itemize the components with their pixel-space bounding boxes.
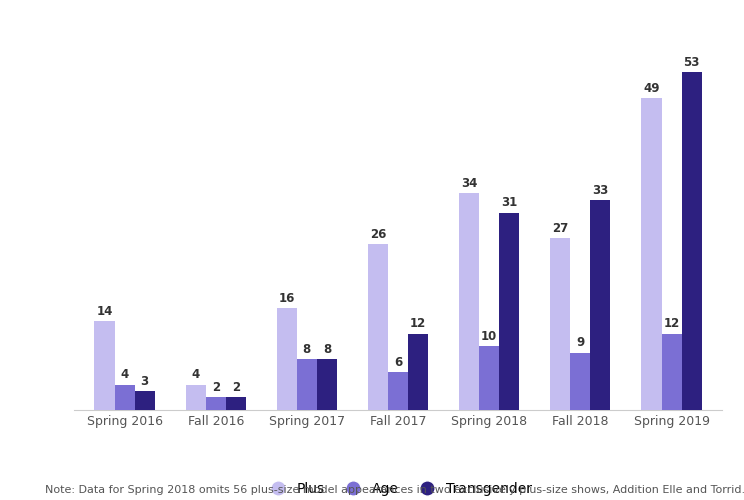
Text: 14: 14 — [96, 304, 112, 318]
Bar — [571, 352, 591, 410]
Bar — [317, 359, 337, 410]
Bar — [408, 334, 428, 410]
Bar — [682, 72, 702, 410]
Bar — [641, 98, 661, 410]
Bar — [479, 346, 499, 410]
Bar — [94, 321, 115, 410]
Text: 9: 9 — [577, 336, 585, 349]
Legend: Plus, Age, Transgender: Plus, Age, Transgender — [258, 476, 538, 500]
Bar — [661, 334, 682, 410]
Text: 33: 33 — [592, 184, 609, 196]
Text: 2: 2 — [211, 381, 219, 394]
Bar — [185, 384, 205, 410]
Bar — [115, 384, 135, 410]
Text: 4: 4 — [121, 368, 129, 382]
Text: 8: 8 — [303, 343, 311, 356]
Bar — [459, 194, 479, 410]
Text: 3: 3 — [141, 374, 149, 388]
Text: 12: 12 — [664, 318, 680, 330]
Bar — [297, 359, 317, 410]
Bar — [135, 391, 155, 410]
Bar — [277, 308, 297, 410]
Bar — [551, 238, 571, 410]
Text: 16: 16 — [279, 292, 295, 305]
Text: 49: 49 — [644, 82, 660, 94]
Bar — [368, 244, 388, 410]
Text: 6: 6 — [394, 356, 403, 368]
Text: Note: Data for Spring 2018 omits 56 plus-size model appearances in two exclusive: Note: Data for Spring 2018 omits 56 plus… — [45, 485, 744, 495]
Bar — [225, 398, 246, 410]
Text: 4: 4 — [191, 368, 200, 382]
Text: 8: 8 — [323, 343, 331, 356]
Bar — [499, 212, 519, 410]
Text: 27: 27 — [552, 222, 568, 235]
Bar — [591, 200, 611, 410]
Text: 53: 53 — [684, 56, 700, 69]
Text: 34: 34 — [461, 177, 478, 190]
Bar — [388, 372, 408, 410]
Text: 10: 10 — [481, 330, 497, 343]
Text: 26: 26 — [370, 228, 386, 241]
Text: 31: 31 — [501, 196, 517, 209]
Bar — [205, 398, 225, 410]
Text: 2: 2 — [231, 381, 240, 394]
Text: 12: 12 — [410, 318, 426, 330]
